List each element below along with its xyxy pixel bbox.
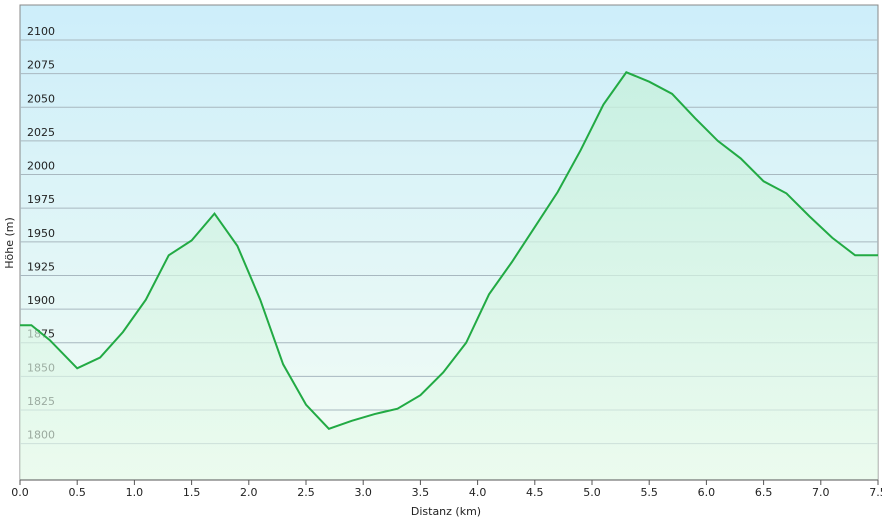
y-tick-label: 2025 xyxy=(27,126,55,139)
x-tick-label: 4.5 xyxy=(526,486,544,499)
x-tick-label: 1.5 xyxy=(183,486,201,499)
x-tick-label: 0.5 xyxy=(68,486,86,499)
x-tick-label: 5.5 xyxy=(640,486,658,499)
y-tick-label: 2000 xyxy=(27,160,55,173)
y-tick-label: 1900 xyxy=(27,294,55,307)
y-tick-label: 1950 xyxy=(27,227,55,240)
y-tick-label: 2075 xyxy=(27,59,55,72)
x-tick-label: 0.0 xyxy=(11,486,29,499)
x-tick-label: 5.0 xyxy=(583,486,601,499)
line xyxy=(20,71,878,431)
y-tick-label: 1925 xyxy=(27,260,55,273)
x-tick-label: 3.0 xyxy=(354,486,372,499)
y-tick-label: 2050 xyxy=(27,92,55,105)
x-tick-label: 1.0 xyxy=(126,486,144,499)
x-tick-label: 2.5 xyxy=(297,486,315,499)
y-tick-label: 1975 xyxy=(27,193,55,206)
x-tick-label: 4.0 xyxy=(469,486,487,499)
y-tick-label: 2100 xyxy=(27,25,55,38)
x-tick-label: 2.0 xyxy=(240,486,258,499)
x-tick-label: 6.0 xyxy=(698,486,716,499)
x-axis-label: Distanz (km) xyxy=(411,505,481,518)
x-tick-label: 6.5 xyxy=(755,486,773,499)
y-axis-label: Höhe (m) xyxy=(3,217,16,269)
x-tick-label: 7.0 xyxy=(812,486,830,499)
area xyxy=(20,72,878,480)
x-tick-label: 7.5 xyxy=(869,486,882,499)
x-tick-label: 3.5 xyxy=(412,486,430,499)
